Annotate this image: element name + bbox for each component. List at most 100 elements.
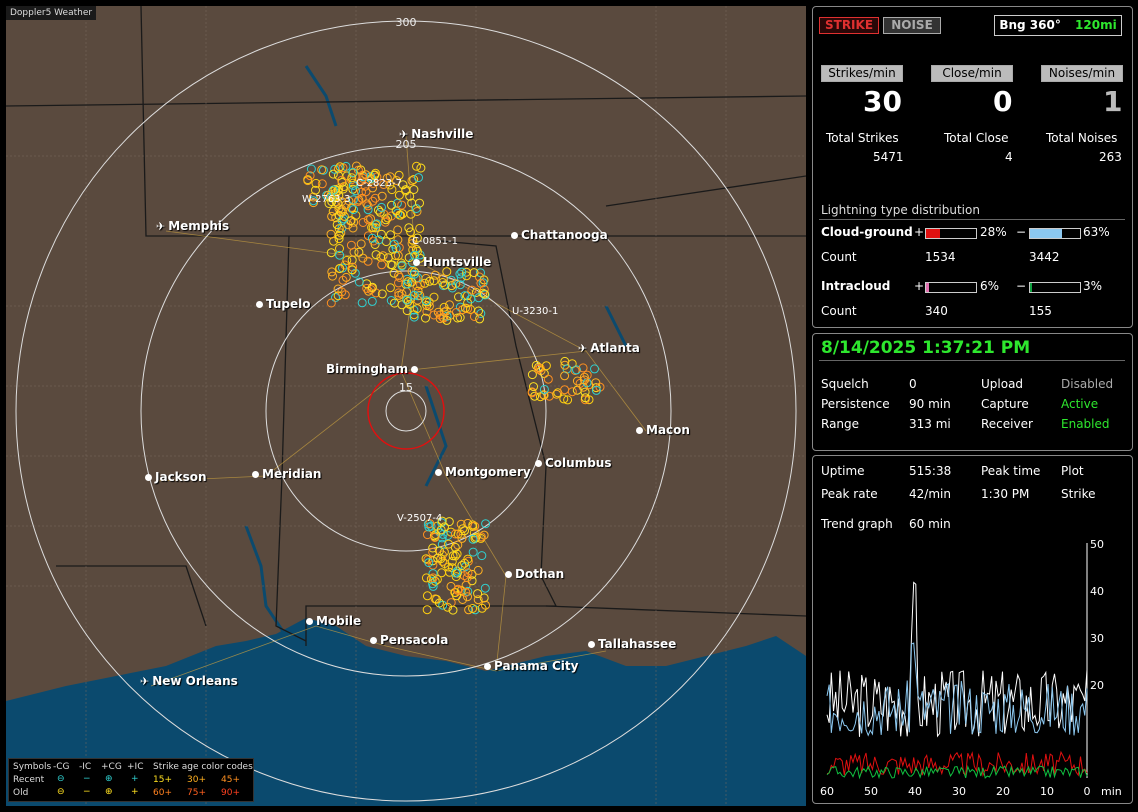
age-code: 60+	[153, 788, 172, 798]
bearing-range-display[interactable]: Bng 360° 120mi	[994, 15, 1122, 36]
city-montgomery: Montgomery	[435, 465, 531, 479]
noise-mode-button[interactable]: NOISE	[883, 17, 941, 34]
strike-marker	[408, 235, 418, 245]
storm-label[interactable]: V-2507-4	[397, 513, 442, 524]
city-huntsville: Huntsville	[413, 255, 491, 269]
strike-marker	[452, 591, 461, 601]
strike-marker	[393, 225, 403, 235]
total-close-value: 4	[1005, 150, 1013, 164]
city-dot-icon	[435, 469, 442, 476]
strike-marker	[333, 198, 343, 208]
trend-line-ic	[826, 764, 1088, 780]
strike-marker	[328, 169, 338, 179]
strike-marker	[428, 569, 438, 579]
strike-marker	[422, 591, 432, 601]
strike-marker	[463, 592, 472, 602]
upload-value[interactable]: Disabled	[1061, 377, 1114, 391]
strike-marker	[579, 372, 589, 382]
uptime-value: 515:38	[909, 464, 952, 478]
legend-ic-neg: -IC	[79, 762, 92, 772]
storm-label[interactable]: U-3230-1	[512, 306, 558, 317]
strike-marker	[371, 220, 381, 230]
strike-marker	[405, 191, 415, 201]
capture-value[interactable]: Active	[1061, 397, 1099, 411]
x-tick-60: 60	[820, 785, 834, 798]
city-meridian: Meridian	[252, 467, 321, 481]
x-tick-40: 40	[908, 785, 922, 798]
city-atlanta: ✈ Atlanta	[578, 341, 640, 355]
airport-icon: ✈	[578, 342, 588, 355]
symbol-legend: Symbols -CG -IC +CG +IC Strike age color…	[8, 758, 254, 802]
strike-marker	[361, 187, 371, 197]
strike-marker	[362, 279, 372, 289]
city-chattanooga: Chattanooga	[511, 228, 608, 242]
storm-label[interactable]: C-2823-7	[356, 178, 402, 189]
range-ring-inner	[385, 390, 427, 432]
strikes-per-min-button[interactable]: Strikes/min	[821, 65, 903, 82]
city-columbus: Columbus	[535, 456, 612, 470]
city-dot-icon	[256, 301, 263, 308]
current-datetime: 8/14/2025 1:37:21 PM	[821, 338, 1031, 358]
squelch-value[interactable]: 0	[909, 377, 917, 391]
strike-marker	[327, 211, 337, 221]
trend-window-value[interactable]: 60 min	[909, 517, 951, 531]
age-code: 45+	[221, 775, 240, 785]
strike-marker	[347, 173, 357, 183]
strike-marker	[317, 179, 327, 189]
legend-recent-label: Recent	[13, 775, 45, 785]
strike-marker	[420, 278, 430, 288]
strike-marker	[563, 395, 573, 405]
strike-marker	[324, 199, 334, 208]
persistence-value[interactable]: 90 min	[909, 397, 951, 411]
trend-graph-label: Trend graph	[821, 517, 893, 531]
city-new-orleans: ✈ New Orleans	[140, 674, 238, 688]
strike-marker	[428, 581, 438, 591]
airport-icon: ✈	[140, 675, 150, 688]
close-per-min-button[interactable]: Close/min	[931, 65, 1013, 82]
strike-marker	[444, 539, 454, 549]
cg-neg-old-icon: ⊖	[57, 787, 65, 797]
strike-marker	[395, 210, 405, 220]
cg-negative-percent: 63%	[1083, 225, 1110, 239]
strike-marker	[358, 218, 368, 227]
strike-mode-button[interactable]: STRIKE	[819, 17, 879, 34]
strike-marker	[394, 271, 404, 280]
strike-marker	[474, 306, 483, 316]
strike-marker	[480, 289, 489, 299]
strike-marker	[460, 558, 470, 568]
trend-panel: Uptime 515:38 Peak time Plot Peak rate 4…	[812, 455, 1133, 804]
plot-value[interactable]: Strike	[1061, 487, 1096, 501]
receiver-value[interactable]: Enabled	[1061, 417, 1110, 431]
close-per-min-value: 0	[993, 85, 1013, 118]
city-dot-icon	[413, 259, 420, 266]
strike-marker	[327, 267, 337, 277]
strike-marker	[421, 313, 430, 323]
strike-marker	[387, 200, 396, 210]
strike-marker	[429, 310, 439, 320]
lightning-map[interactable]: 300 205 15 C-2823-7 W-2763-3 C-0851-1 U-…	[6, 6, 806, 806]
strike-marker	[534, 364, 544, 374]
strike-marker	[422, 605, 432, 615]
strike-marker	[445, 567, 455, 577]
strike-marker	[340, 290, 350, 300]
peak-time-label: Peak time	[981, 464, 1041, 478]
range-setting-value[interactable]: 313 mi	[909, 417, 951, 431]
strike-marker	[311, 178, 321, 188]
strike-marker	[470, 521, 480, 531]
strike-marker	[416, 163, 426, 173]
storm-label[interactable]: C-0851-1	[412, 236, 458, 247]
strike-marker	[346, 240, 356, 250]
strike-marker	[437, 568, 447, 578]
strike-marker	[358, 253, 368, 263]
strike-marker	[415, 290, 425, 300]
strike-marker	[453, 585, 463, 595]
peak-rate-label: Peak rate	[821, 487, 878, 501]
age-code: 90+	[221, 788, 240, 798]
strike-marker	[348, 168, 358, 177]
storm-label[interactable]: W-2763-3	[302, 194, 351, 205]
strike-marker	[429, 276, 439, 286]
strike-marker	[590, 364, 599, 374]
y-tick-50: 50	[1090, 538, 1104, 551]
strike-marker	[363, 205, 373, 215]
noises-per-min-button[interactable]: Noises/min	[1041, 65, 1123, 82]
